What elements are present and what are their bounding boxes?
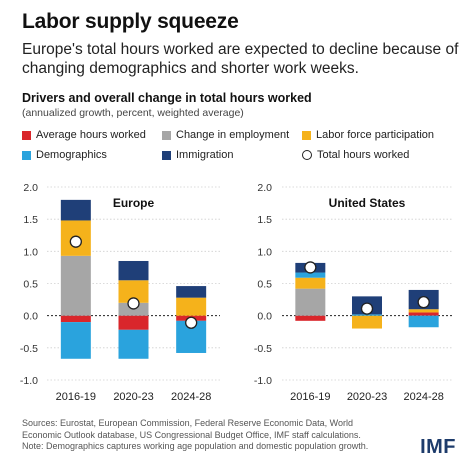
chart-subtitle: (annualized growth, percent, weighted av… <box>22 107 244 119</box>
legend-item-employment: Change in employment <box>162 128 289 142</box>
europe-panel-title: Europe <box>113 196 155 210</box>
imf-logo: IMF <box>420 436 456 458</box>
united-states-bar-demographics <box>352 314 382 316</box>
footer-line: Economic Outlook database, US Congressio… <box>22 429 361 440</box>
legend: Average hours worked Change in employmen… <box>22 126 462 166</box>
europe-bar-immigration <box>118 260 149 281</box>
europe-bar-change-in-employment <box>60 255 91 316</box>
legend-item-demographics: Demographics <box>22 148 107 162</box>
footer-line: Sources: Eurostat, European Commission, … <box>22 418 353 428</box>
legend-label: Change in employment <box>176 129 290 141</box>
europe-bar-immigration <box>176 286 207 298</box>
europe-bar-immigration <box>60 199 91 221</box>
europe-x-tick-label: 2020-23 <box>113 391 153 403</box>
legend-swatch-immigration <box>162 150 171 160</box>
footer-line: Note: Demographics captures working age … <box>22 441 369 451</box>
united-states-bar-average-hours-worked <box>295 315 326 321</box>
europe-y-tick-label: 0.0 <box>23 311 38 323</box>
europe-y-tick-label: 1.0 <box>23 246 38 258</box>
united-states-bar-labor-force-participation <box>352 315 382 329</box>
page-subtitle: Europe's total hours worked are expected… <box>22 41 459 77</box>
united-states-bar-labor-force-participation <box>295 277 326 289</box>
europe-bar-average-hours-worked <box>118 315 149 330</box>
legend-swatch-participation <box>302 130 311 140</box>
united-states-bar-labor-force-participation <box>408 309 439 313</box>
united-states-y-tick-label: 0.5 <box>257 279 272 291</box>
europe-bar-average-hours-worked <box>60 315 91 323</box>
united-states-bar-average-hours-worked <box>408 312 439 316</box>
united-states-y-tick-label: -0.5 <box>254 343 272 355</box>
footer-notes: Sources: Eurostat, European Commission, … <box>22 418 402 453</box>
europe-bar-labor-force-participation <box>118 280 149 303</box>
europe-y-tick-label: 1.5 <box>23 214 38 226</box>
legend-swatch-average-hours <box>22 130 31 140</box>
legend-swatch-demographics <box>22 150 31 160</box>
europe-x-tick-label: 2016-19 <box>56 391 96 403</box>
united-states-y-tick-label: -1.0 <box>254 375 272 387</box>
europe-total-marker <box>69 235 82 248</box>
legend-label: Average hours worked <box>36 129 146 141</box>
europe-y-tick-label: 0.5 <box>23 279 38 291</box>
europe-total-marker <box>127 297 140 310</box>
legend-item-average-hours: Average hours worked <box>22 128 146 142</box>
united-states-x-tick-label: 2020-23 <box>347 391 387 403</box>
united-states-bar-demographics <box>408 315 439 328</box>
united-states-bar-change-in-employment <box>295 288 326 316</box>
united-states-y-tick-label: 2.0 <box>257 182 272 194</box>
europe-bar-demographics <box>60 322 91 359</box>
legend-label: Immigration <box>176 149 234 161</box>
legend-marker-total <box>302 150 312 160</box>
europe-x-tick-label: 2024-28 <box>171 391 211 403</box>
united-states-x-tick-label: 2016-19 <box>290 391 330 403</box>
united-states-total-marker <box>417 296 430 309</box>
europe-bar-labor-force-participation <box>176 297 207 316</box>
legend-label: Total hours worked <box>317 149 410 161</box>
legend-label: Demographics <box>36 149 107 161</box>
united-states-total-marker <box>360 302 374 315</box>
legend-item-participation: Labor force participation <box>302 128 434 142</box>
europe-bar-demographics <box>118 329 149 359</box>
chart-title: Drivers and overall change in total hour… <box>22 91 312 105</box>
united-states-bar-demographics <box>295 272 326 278</box>
europe-y-tick-label: -1.0 <box>20 375 38 387</box>
page-title: Labor supply squeeze <box>22 10 239 33</box>
europe-total-marker <box>185 316 198 329</box>
legend-label: Labor force participation <box>316 129 435 141</box>
legend-item-total: Total hours worked <box>302 148 409 162</box>
united-states-total-marker <box>304 261 317 274</box>
europe-y-tick-label: -0.5 <box>20 343 38 355</box>
united-states-x-tick-label: 2024-28 <box>403 391 443 403</box>
united-states-y-tick-label: 0.0 <box>257 311 272 323</box>
united-states-y-tick-label: 1.5 <box>257 214 272 226</box>
united-states-y-tick-label: 1.0 <box>257 246 272 258</box>
legend-swatch-employment <box>162 130 171 140</box>
europe-y-tick-label: 2.0 <box>23 182 38 194</box>
united-states-panel-title: United States <box>329 196 406 210</box>
legend-item-immigration: Immigration <box>162 148 233 162</box>
